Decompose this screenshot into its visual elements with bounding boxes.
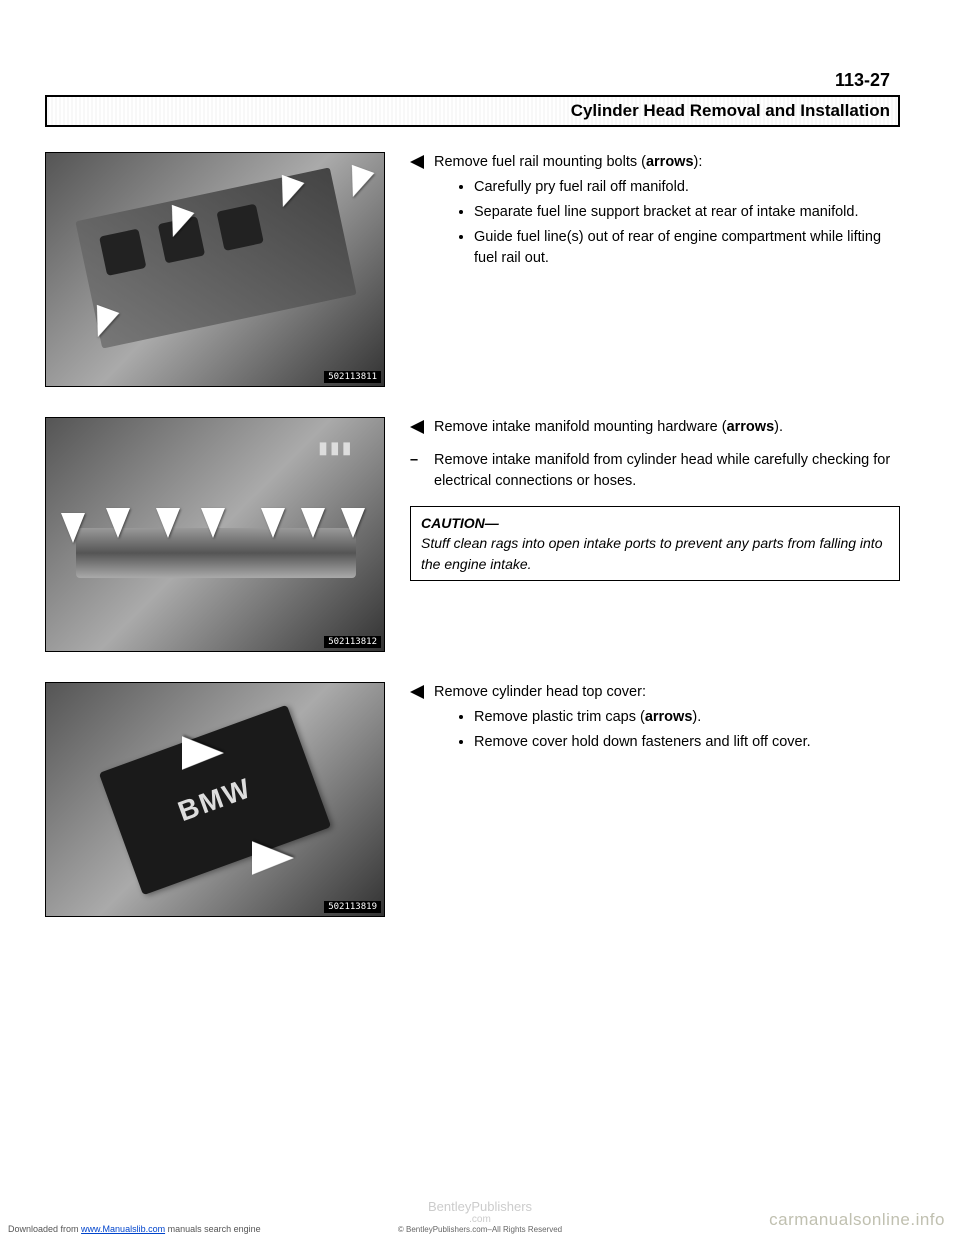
annotation-arrow [261,508,285,538]
step-lead: Remove intake manifold mounting hardware… [434,417,783,438]
bmw-logo-cover: BMW [99,704,331,895]
caution-title: CAUTION— [421,513,889,533]
step-lead: Remove fuel rail mounting bolts (arrows)… [434,154,702,170]
bullet-list: Carefully pry fuel rail off manifold. Se… [458,177,900,269]
annotation-arrow [201,508,225,538]
step-text-1: Remove fuel rail mounting bolts (arrows)… [410,152,900,387]
watermark: carmanualsonline.info [769,1210,945,1230]
page-number: 113-27 [45,70,900,91]
pointer-icon [410,685,424,699]
annotation-arrow [156,508,180,538]
step-section-1: 502113811 Remove fuel rail mounting bolt… [45,152,900,387]
photo-id-label: 502113811 [324,371,381,383]
annotation-arrow [106,508,130,538]
photo-id-label: 502113819 [324,901,381,913]
annotation-arrow [61,513,85,543]
pointer-icon [410,420,424,434]
list-item: Guide fuel line(s) out of rear of engine… [474,227,900,269]
list-item: Remove plastic trim caps (arrows). [474,707,811,728]
photo-fuel-rail: 502113811 [45,152,385,387]
step-section-3: BMW 502113819 Remove cylinder head top c… [45,682,900,917]
step-text: Remove intake manifold from cylinder hea… [434,450,900,492]
step-lead: Remove cylinder head top cover: [434,684,646,700]
annotation-arrow [301,508,325,538]
caution-box: CAUTION— Stuff clean rags into open inta… [410,506,900,581]
annotation-arrow [182,736,224,770]
bullet-list: Remove plastic trim caps (arrows). Remov… [458,707,811,753]
page-container: 113-27 Cylinder Head Removal and Install… [0,0,960,917]
list-item: Separate fuel line support bracket at re… [474,202,900,223]
step-text-2: Remove intake manifold mounting hardware… [410,417,900,652]
list-item: Carefully pry fuel rail off manifold. [474,177,900,198]
list-item: Remove cover hold down fasteners and lif… [474,732,811,753]
annotation-arrow [341,508,365,538]
photo-intake-manifold: ▮▮▮ 502113812 [45,417,385,652]
photo-head-cover: BMW 502113819 [45,682,385,917]
step-text-3: Remove cylinder head top cover: Remove p… [410,682,900,917]
caution-text: Stuff clean rags into open intake ports … [421,533,889,574]
section-header: Cylinder Head Removal and Installation [45,95,900,127]
dash-icon: – [410,450,424,492]
photo-id-label: 502113812 [324,636,381,648]
pointer-icon [410,155,424,169]
annotation-arrow [252,841,294,875]
step-section-2: ▮▮▮ 502113812 Remove intake manifold mou… [45,417,900,652]
